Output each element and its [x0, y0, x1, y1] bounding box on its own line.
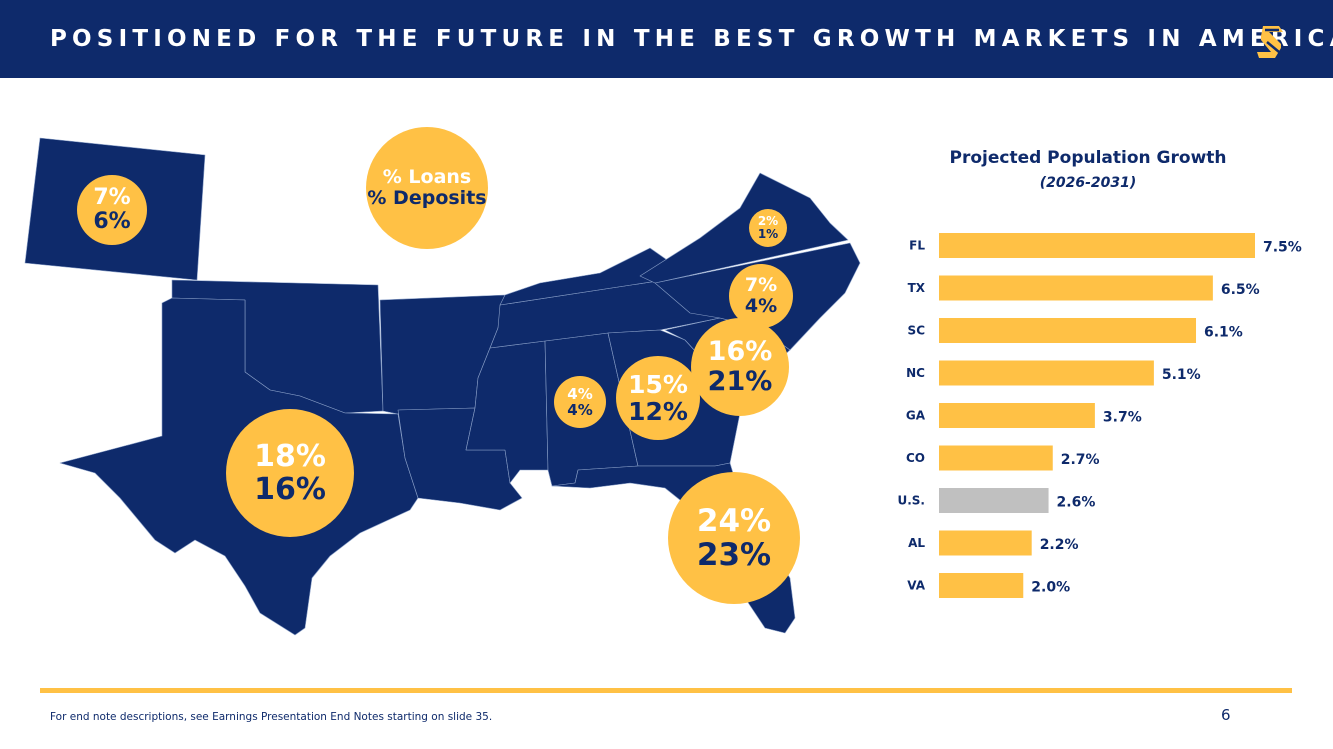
bar-co [939, 445, 1053, 471]
value-label-us: 2.6% [1057, 495, 1096, 511]
bubble-co: 7% 6% [77, 175, 147, 245]
legend-bubble: % Loans % Deposits [366, 127, 488, 249]
tx-deposits: 16% [254, 472, 326, 507]
header-bar: POSITIONED FOR THE FUTURE IN THE BEST GR… [0, 0, 1333, 78]
fl-loans: 24% [696, 502, 772, 539]
bar-nc [939, 360, 1154, 386]
category-label-ga: GA [906, 409, 926, 423]
value-label-ga: 3.7% [1103, 410, 1142, 426]
bar-us [939, 488, 1049, 513]
value-label-nc: 5.1% [1162, 367, 1201, 383]
population-growth-chart: FL 7.5% TX 6.5% SC 6.1% NC 5.1% GA 3.7% CO 2.7% U.S.… [897, 233, 1302, 598]
co-deposits: 6% [93, 209, 131, 234]
sc-loans: 16% [707, 336, 773, 368]
category-label-fl: FL [909, 239, 925, 253]
value-label-fl: 7.5% [1263, 240, 1302, 256]
ga-deposits: 12% [628, 397, 688, 426]
ga-loans: 15% [628, 369, 688, 399]
bar-fl [939, 233, 1255, 258]
bubble-va: 2% 1% [749, 209, 787, 247]
legend-loans: % Loans [382, 166, 472, 189]
value-label-va: 2.0% [1031, 580, 1070, 596]
co-loans: 7% [93, 184, 131, 210]
value-label-co: 2.7% [1061, 452, 1100, 468]
category-label-us: U.S. [897, 494, 925, 508]
category-label-co: CO [906, 451, 925, 465]
state-va [639, 172, 849, 284]
state-ky [499, 247, 691, 306]
bar-tx [939, 275, 1213, 301]
bar-al [939, 530, 1032, 556]
al-loans: 4% [567, 384, 593, 403]
bar-sc [939, 318, 1197, 343]
nc-deposits: 4% [744, 295, 778, 317]
sc-deposits: 21% [707, 366, 773, 397]
page-number: 6 [1221, 706, 1231, 724]
al-deposits: 4% [567, 401, 593, 419]
value-label-tx: 6.5% [1221, 282, 1260, 298]
legend-deposits: % Deposits [367, 187, 487, 209]
value-label-al: 2.2% [1040, 537, 1079, 553]
bubble-ga: 15% 12% [616, 356, 700, 440]
bubble-fl: 24% 23% [668, 472, 800, 604]
va-deposits: 1% [757, 227, 779, 241]
category-label-nc: NC [906, 366, 925, 380]
value-label-sc: 6.1% [1204, 325, 1243, 341]
category-label-va: VA [907, 579, 925, 593]
bubble-sc: 16% 21% [691, 318, 789, 416]
category-label-tx: TX [908, 281, 926, 295]
va-loans: 2% [757, 213, 779, 228]
fl-deposits: 23% [696, 537, 772, 573]
footnote: For end note descriptions, see Earnings … [50, 711, 493, 723]
category-label-al: AL [908, 536, 925, 550]
bar-va [939, 573, 1024, 598]
bubble-nc: 7% 4% [729, 264, 793, 328]
tx-loans: 18% [254, 439, 326, 474]
chart-subtitle: (2026-2031) [1039, 175, 1137, 191]
page-title: POSITIONED FOR THE FUTURE IN THE BEST GR… [50, 26, 1333, 52]
footer-rule [40, 688, 1292, 693]
bubble-al: 4% 4% [554, 376, 606, 428]
nc-loans: 7% [744, 274, 778, 297]
chart-title: Projected Population Growth [949, 148, 1227, 168]
bar-ga [939, 403, 1095, 428]
bubble-tx: 18% 16% [226, 409, 354, 537]
category-label-sc: SC [908, 324, 926, 338]
company-s-logo-icon [1257, 26, 1283, 58]
